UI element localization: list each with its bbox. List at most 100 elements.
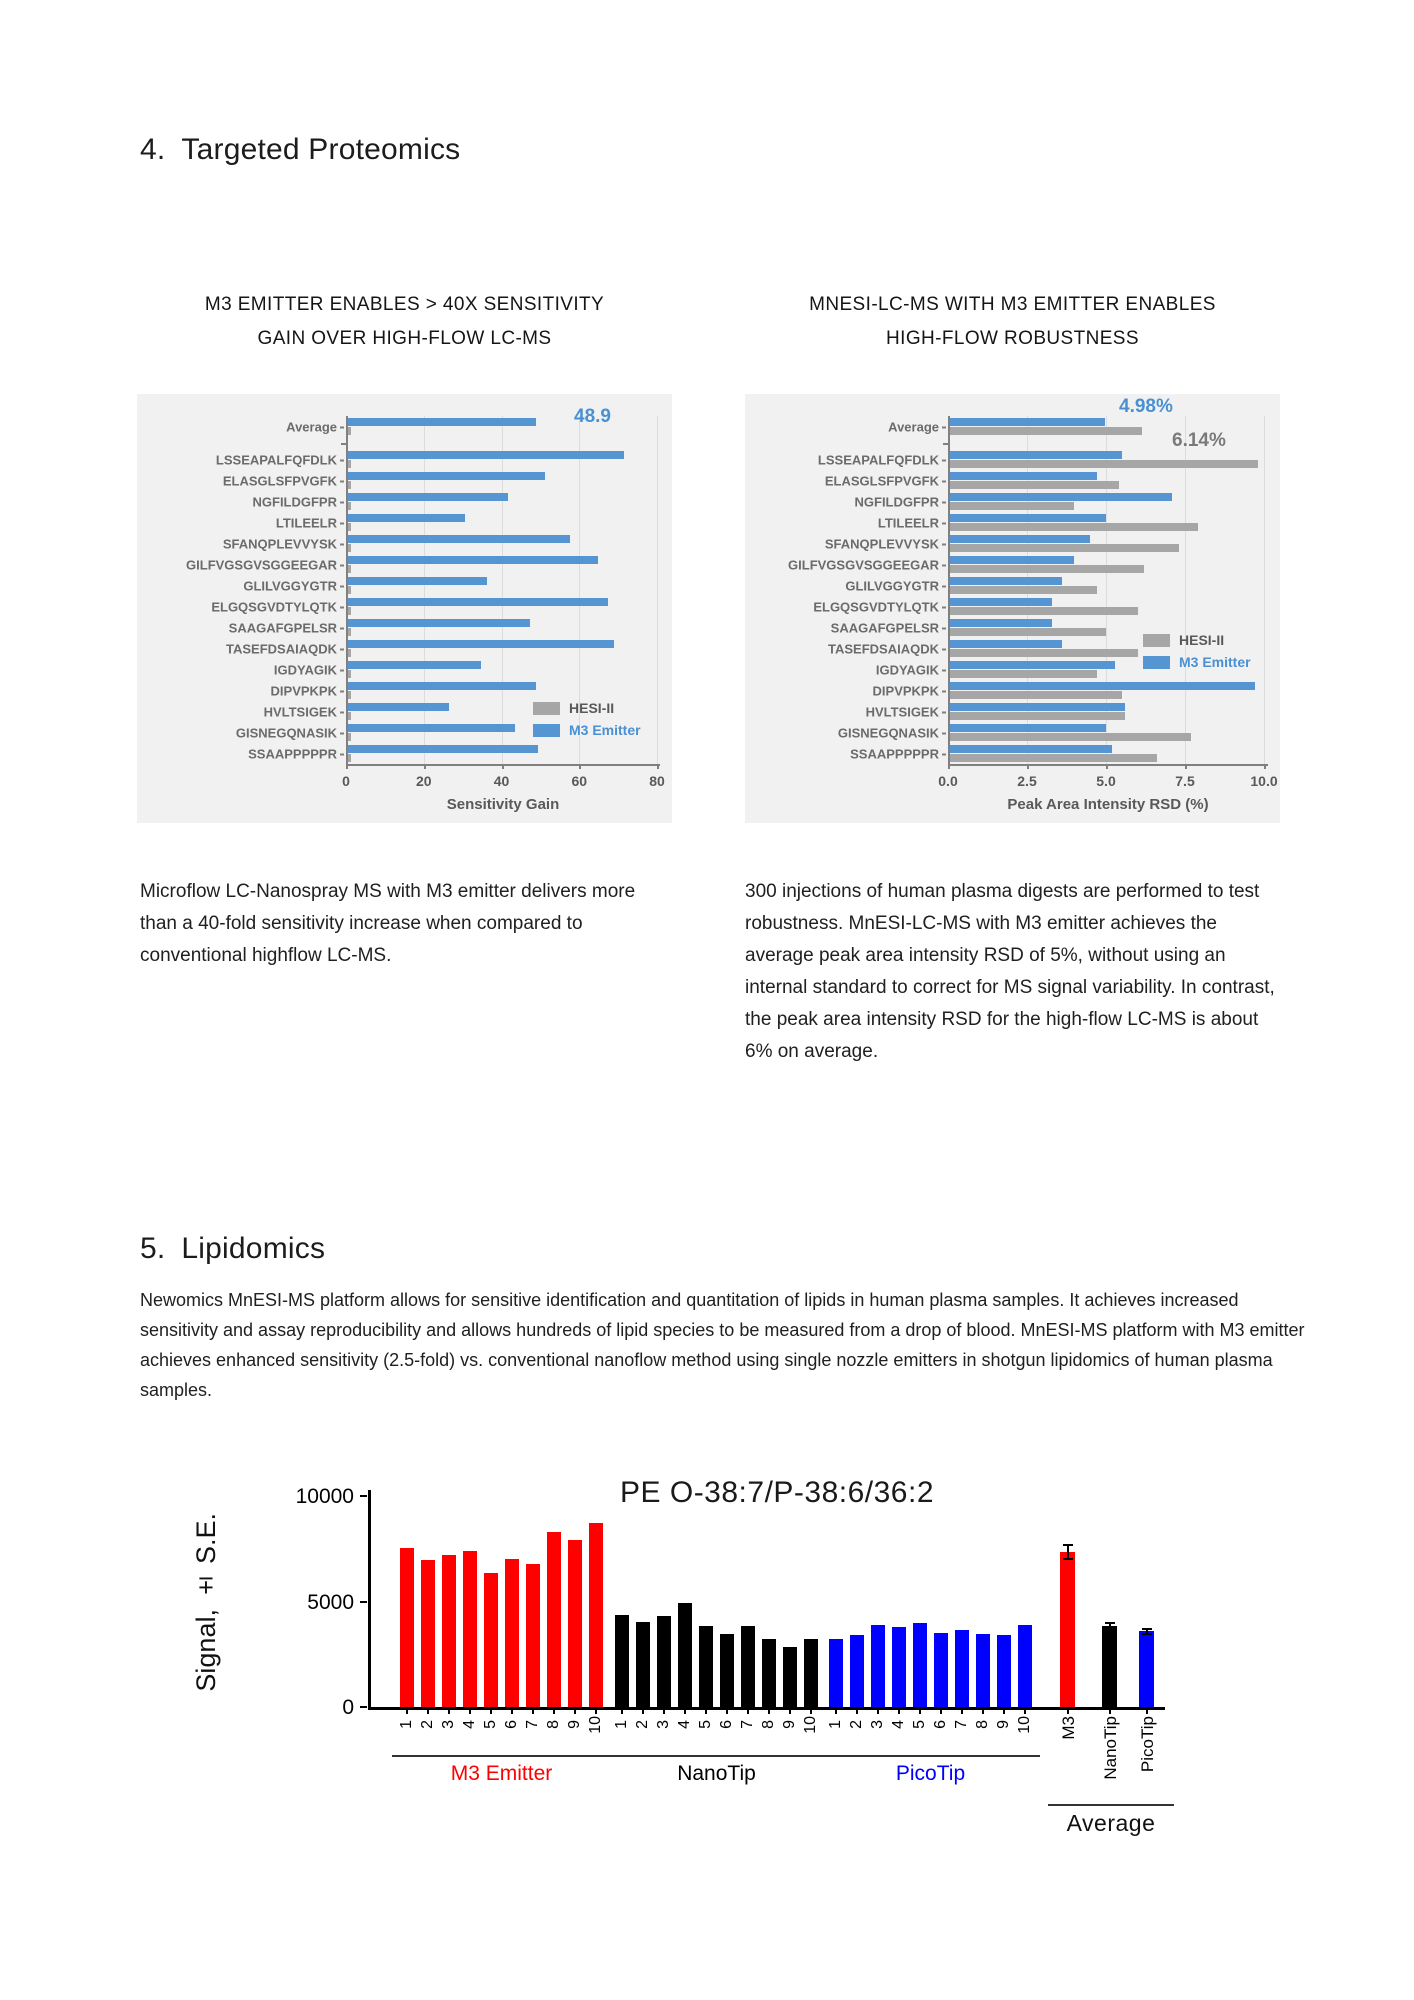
bar-nanotip bbox=[636, 1621, 650, 1707]
bar-label-text: 7 bbox=[524, 1720, 541, 1729]
bar-group bbox=[346, 722, 516, 743]
peak-area-rsd-chart: 0.0 2.5 5.0 7.5 10.0 Average LSSEAPALFQFDLK ELA… bbox=[745, 394, 1280, 823]
bar-m3-emitter bbox=[346, 745, 539, 753]
bar-label-text: 6 bbox=[932, 1720, 949, 1729]
x-tick bbox=[579, 764, 582, 769]
value-annotation: 6.14% bbox=[1172, 430, 1226, 451]
category-label: DIPVPKPK bbox=[137, 683, 344, 698]
chart-row: SFANQPLEVVYSK bbox=[137, 533, 672, 554]
bar-group bbox=[948, 701, 1125, 722]
chart-row: HVLTSIGEK bbox=[137, 701, 672, 722]
bar-group bbox=[346, 617, 531, 638]
bar-label: 7 bbox=[524, 1716, 542, 1734]
bar-m3-emitter bbox=[948, 619, 1053, 627]
gridline bbox=[657, 416, 658, 764]
y-axis-line bbox=[368, 1490, 371, 1709]
bar-label: 8 bbox=[974, 1716, 992, 1734]
x-tick bbox=[726, 1709, 728, 1714]
sensitivity-chart-title-line1: M3 EMITTER ENABLES > 40X SENSITIVITY bbox=[204, 294, 605, 315]
bar-m3-emitter bbox=[346, 418, 537, 426]
bar-m3-emitter bbox=[505, 1559, 519, 1707]
robustness-chart-title: MNESI-LC-MS WITH M3 EMITTER ENABLES HIGH… bbox=[745, 288, 1280, 356]
legend: HESI-II M3 Emitter bbox=[1143, 632, 1251, 670]
bar-label-text: NanoTip bbox=[1100, 1716, 1120, 1780]
bar-group bbox=[948, 470, 1119, 491]
category-label: LSSEAPALFQFDLK bbox=[137, 452, 344, 467]
bar-hesi-ii bbox=[346, 523, 351, 531]
category-label: GLILVGGYGTR bbox=[745, 578, 946, 593]
section-5-number: 5. bbox=[140, 1232, 166, 1265]
error-bar-cap bbox=[1104, 1621, 1115, 1624]
bar-label: 10 bbox=[802, 1716, 820, 1739]
bar-nanotip bbox=[699, 1625, 713, 1707]
bar-m3-emitter bbox=[589, 1523, 603, 1707]
bar-average-nanotip bbox=[1102, 1625, 1117, 1707]
bar-hesi-ii bbox=[948, 628, 1106, 636]
section-5-heading: 5. Lipidomics bbox=[140, 1232, 325, 1266]
error-bar-cap bbox=[1104, 1627, 1115, 1630]
lipid-chart-title: PE O-38:7/P-38:6/36:2 bbox=[620, 1476, 935, 1509]
bar-label: 3 bbox=[869, 1716, 887, 1734]
x-axis-line bbox=[948, 764, 1268, 766]
bar-label-text: 7 bbox=[739, 1720, 756, 1729]
category-label: SSAAPPPPPR bbox=[137, 746, 344, 761]
bar-picotip bbox=[829, 1639, 843, 1707]
error-bar-line bbox=[1108, 1622, 1111, 1629]
chart-row: GISNEGQNASIK bbox=[745, 722, 1280, 743]
error-bar-cap bbox=[1141, 1632, 1152, 1635]
bar-label: 7 bbox=[739, 1716, 757, 1734]
x-tick-label: 2.5 bbox=[1017, 773, 1037, 789]
y-tick bbox=[341, 443, 346, 445]
bar-hesi-ii bbox=[948, 502, 1075, 510]
y-tick bbox=[360, 1495, 367, 1497]
category-label: Average bbox=[137, 419, 344, 434]
bar-group bbox=[948, 722, 1192, 743]
bar-group bbox=[346, 512, 465, 533]
bar-group bbox=[948, 617, 1106, 638]
y-axis-line bbox=[346, 416, 348, 764]
bar-label-text: 10 bbox=[1016, 1716, 1033, 1734]
x-axis-line bbox=[346, 764, 660, 766]
bar-m3-emitter bbox=[948, 661, 1116, 669]
bar-hesi-ii bbox=[346, 712, 351, 720]
bar-hesi-ii bbox=[346, 586, 351, 594]
bar-m3-emitter bbox=[948, 682, 1255, 690]
bar-nanotip bbox=[657, 1616, 671, 1707]
chart-row: DIPVPKPK bbox=[137, 680, 672, 701]
bar-m3-emitter bbox=[421, 1560, 435, 1707]
x-tick bbox=[705, 1709, 707, 1714]
lipidomics-paragraph: Newomics MnESI-MS platform allows for se… bbox=[140, 1290, 1305, 1400]
bar-group bbox=[948, 680, 1255, 701]
x-tick bbox=[1066, 1709, 1069, 1714]
bar-label-text: 3 bbox=[440, 1720, 457, 1729]
category-label: ELGQSGVDTYLQTK bbox=[137, 599, 344, 614]
category-label: NGFILDGFPR bbox=[745, 494, 946, 509]
bar-label: 5 bbox=[697, 1716, 715, 1734]
category-label: SAAGAFGPELSR bbox=[745, 620, 946, 635]
legend-swatch bbox=[533, 701, 560, 715]
x-tick bbox=[1108, 1709, 1111, 1714]
x-tick bbox=[982, 1709, 984, 1714]
chart-row: LTILEELR bbox=[745, 512, 1280, 533]
bar-hesi-ii bbox=[948, 481, 1119, 489]
bar-label-text: 6 bbox=[503, 1720, 520, 1729]
bar-group bbox=[346, 416, 537, 437]
group-label: NanoTip bbox=[677, 1762, 756, 1785]
chart-row: SAAGAFGPELSR bbox=[137, 617, 672, 638]
x-tick bbox=[532, 1709, 534, 1714]
bar-m3-emitter bbox=[400, 1547, 414, 1707]
bar-hesi-ii bbox=[948, 544, 1179, 552]
bar-label-text: 9 bbox=[995, 1720, 1012, 1729]
bar-m3-emitter bbox=[346, 640, 614, 648]
category-label: SAAGAFGPELSR bbox=[137, 620, 344, 635]
category-label: SSAAPPPPPR bbox=[745, 746, 946, 761]
bar-hesi-ii bbox=[948, 691, 1122, 699]
chart-row: IGDYAGIK bbox=[745, 659, 1280, 680]
bar-label: M3 bbox=[1059, 1716, 1079, 1745]
bar-group bbox=[346, 701, 450, 722]
x-tick bbox=[835, 1709, 837, 1714]
x-tick-label: 60 bbox=[571, 773, 588, 789]
x-tick bbox=[1264, 764, 1266, 769]
group-label: M3 Emitter bbox=[450, 1762, 553, 1785]
chart-row: Average bbox=[745, 416, 1280, 437]
